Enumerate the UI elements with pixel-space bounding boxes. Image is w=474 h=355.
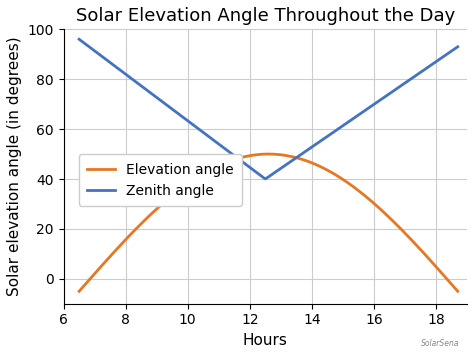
Elevation angle [265, 152, 271, 156]
Zenith angle [258, 174, 264, 178]
Line: Zenith angle: Zenith angle [79, 39, 458, 179]
Zenith angle [387, 91, 393, 95]
Elevation angle [387, 216, 393, 220]
Elevation angle [76, 289, 82, 294]
Zenith angle [302, 149, 308, 154]
Title: Solar Elevation Angle Throughout the Day: Solar Elevation Angle Throughout the Day [76, 7, 455, 25]
Zenith angle [455, 45, 461, 49]
Zenith angle [256, 172, 262, 176]
Zenith angle [447, 50, 452, 55]
Elevation angle [302, 158, 308, 163]
Zenith angle [262, 177, 268, 181]
Elevation angle [447, 280, 452, 284]
Elevation angle [282, 153, 288, 157]
Y-axis label: Solar elevation angle (in degrees): Solar elevation angle (in degrees) [7, 37, 22, 296]
Line: Elevation angle: Elevation angle [79, 154, 458, 291]
Text: SolarSena: SolarSena [421, 339, 460, 348]
Legend: Elevation angle, Zenith angle: Elevation angle, Zenith angle [79, 154, 242, 206]
Zenith angle [76, 37, 82, 42]
Elevation angle [258, 152, 264, 157]
Elevation angle [455, 289, 461, 294]
Zenith angle [282, 164, 288, 168]
Elevation angle [256, 152, 262, 157]
X-axis label: Hours: Hours [243, 333, 288, 348]
